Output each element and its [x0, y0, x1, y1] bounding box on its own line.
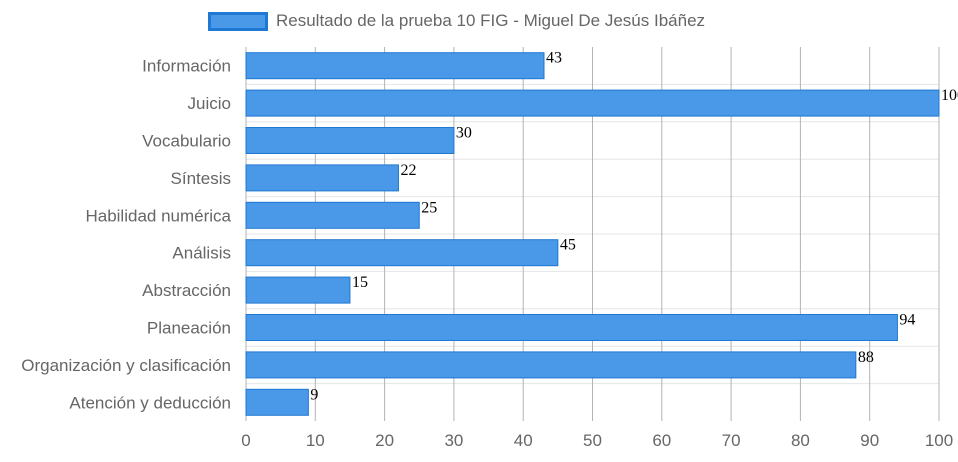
- x-tick-label: 90: [860, 431, 879, 450]
- data-label: 88: [858, 349, 874, 366]
- category-label: Síntesis: [171, 169, 231, 188]
- x-tick-label: 50: [583, 431, 602, 450]
- x-tick-label: 20: [375, 431, 394, 450]
- x-tick-label: 80: [791, 431, 810, 450]
- x-tick-label: 30: [444, 431, 463, 450]
- x-tick-label: 40: [514, 431, 533, 450]
- bar: [245, 314, 898, 341]
- data-label: 9: [310, 386, 318, 403]
- data-label: 43: [546, 50, 562, 67]
- data-label: 25: [421, 199, 437, 216]
- x-tick-label: 70: [722, 431, 741, 450]
- category-label: Planeación: [147, 319, 231, 338]
- x-tick-label: 0: [241, 431, 250, 450]
- category-label: Habilidad numérica: [85, 206, 231, 225]
- legend-label: Resultado de la prueba 10 FIG - Miguel D…: [276, 11, 706, 30]
- bar: [245, 276, 351, 304]
- data-label: 45: [560, 237, 576, 254]
- category-label: Organización y clasificación: [21, 356, 231, 375]
- data-label: 100: [941, 87, 958, 104]
- category-label: Abstracción: [142, 281, 231, 300]
- bar: [245, 164, 399, 192]
- legend-swatch: [208, 11, 268, 31]
- x-tick-label: 10: [306, 431, 325, 450]
- legend: Resultado de la prueba 10 FIG - Miguel D…: [208, 11, 705, 31]
- bar: [245, 388, 309, 416]
- category-label: Vocabulario: [142, 132, 231, 151]
- data-label: 94: [899, 312, 915, 329]
- category-label: Información: [142, 57, 231, 76]
- data-label: 30: [456, 125, 472, 142]
- bar: [245, 52, 545, 80]
- x-tick-label: 60: [652, 431, 671, 450]
- category-label: Atención y deducción: [69, 393, 231, 412]
- category-label: Juicio: [188, 94, 231, 113]
- bar: [245, 239, 559, 267]
- bar: [245, 89, 940, 117]
- x-tick-label: 100: [925, 431, 953, 450]
- category-label: Análisis: [172, 244, 231, 263]
- bar: [245, 351, 857, 379]
- data-label: 15: [352, 274, 368, 291]
- bar: [245, 127, 455, 154]
- bar: [245, 201, 420, 229]
- data-label: 22: [400, 162, 416, 179]
